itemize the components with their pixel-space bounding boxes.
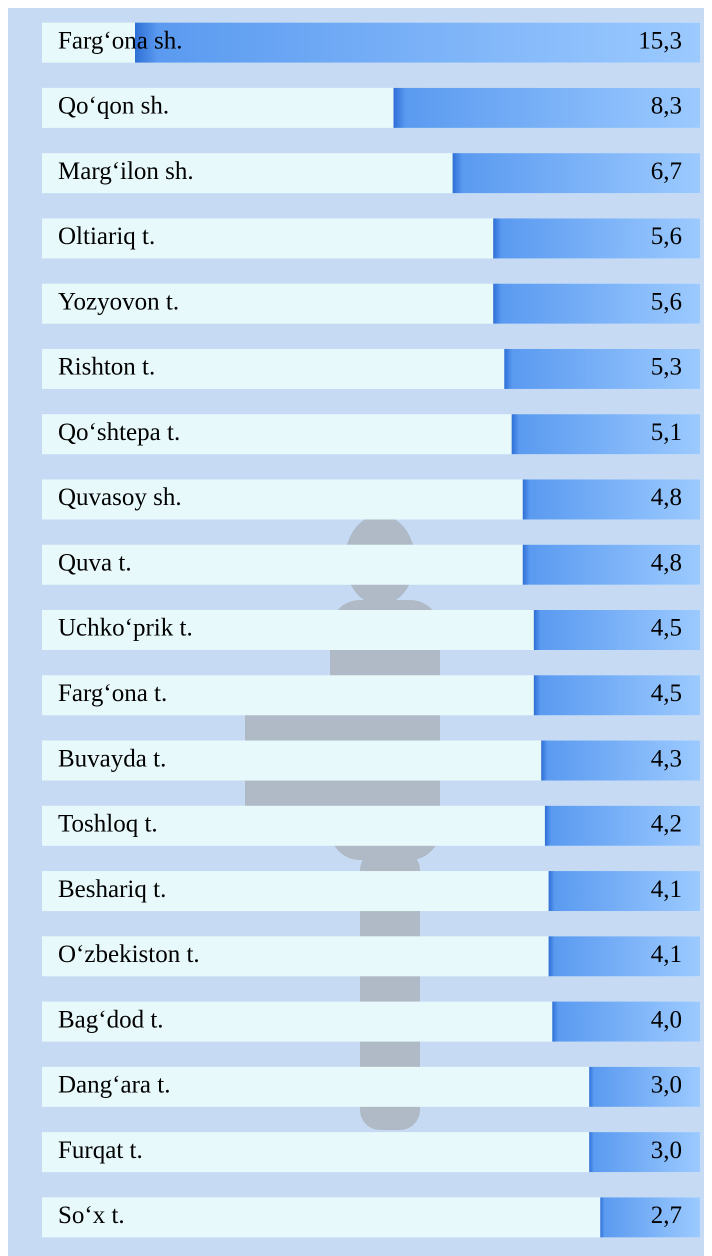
category-label: Qo‘qon sh. [58, 93, 169, 120]
category-label: Qo‘shtepa t. [58, 419, 180, 446]
value-label: 5,6 [651, 223, 682, 250]
value-label: 5,1 [651, 419, 682, 446]
bar [493, 218, 700, 259]
category-label: Farg‘ona t. [58, 680, 167, 707]
bar [522, 479, 700, 520]
bar [552, 1001, 700, 1042]
bar [493, 283, 700, 324]
value-label: 3,0 [651, 1137, 682, 1164]
value-label: 4,8 [651, 484, 682, 511]
value-label: 4,5 [651, 615, 682, 642]
value-label: 5,6 [651, 288, 682, 315]
value-label: 2,7 [651, 1202, 682, 1229]
category-label: Farg‘ona sh. [58, 27, 183, 54]
row-strip [42, 1197, 700, 1238]
bar [511, 414, 700, 455]
bar [544, 805, 700, 846]
bar [548, 936, 700, 977]
bar [452, 153, 700, 194]
value-label: 4,1 [651, 876, 682, 903]
category-label: Beshariq t. [58, 876, 166, 903]
bar [393, 87, 700, 128]
value-label: 15,3 [638, 27, 682, 54]
value-label: 4,0 [651, 1006, 682, 1033]
category-label: Buvayda t. [58, 745, 166, 772]
value-label: 8,3 [651, 93, 682, 120]
category-label: Yozyovon t. [58, 288, 179, 315]
category-label: Uchko‘prik t. [58, 615, 193, 642]
bar [589, 1132, 700, 1173]
value-label: 4,1 [651, 941, 682, 968]
category-label: Dang‘ara t. [58, 1072, 170, 1099]
bar [600, 1197, 700, 1238]
category-label: Marg‘ilon sh. [58, 158, 194, 185]
bar [533, 610, 700, 650]
value-label: 4,8 [651, 549, 682, 576]
category-label: So‘x t. [58, 1202, 125, 1229]
bar [504, 348, 700, 389]
category-label: Furqat t. [58, 1137, 143, 1164]
category-label: Rishton t. [58, 354, 155, 381]
category-label: Toshloq t. [58, 811, 158, 838]
bar [522, 544, 700, 585]
value-label: 5,3 [651, 354, 682, 381]
category-label: O‘zbekiston t. [58, 941, 200, 968]
bar [548, 871, 700, 912]
value-label: 3,0 [651, 1072, 682, 1099]
value-label: 4,2 [651, 811, 682, 838]
category-label: Quvasoy sh. [58, 484, 182, 511]
category-label: Bag‘dod t. [58, 1006, 164, 1033]
bar [135, 22, 700, 63]
value-label: 6,7 [651, 158, 682, 185]
bar [533, 675, 700, 716]
category-label: Oltiariq t. [58, 223, 155, 250]
bar [541, 740, 700, 781]
bar [589, 1066, 700, 1107]
value-label: 4,3 [651, 745, 682, 772]
value-label: 4,5 [651, 680, 682, 707]
category-label: Quva t. [58, 549, 132, 576]
